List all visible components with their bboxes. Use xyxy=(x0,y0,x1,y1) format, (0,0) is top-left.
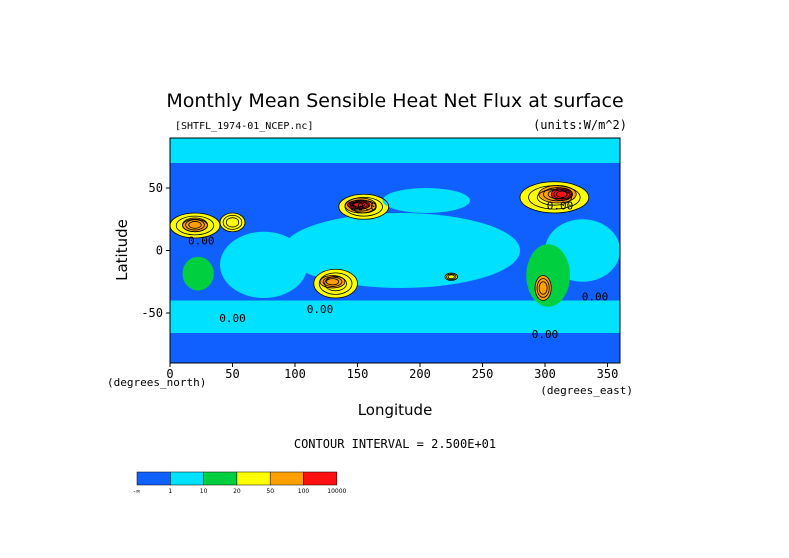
colorbar: -∞ 1 10 20 50 100 10000 xyxy=(133,471,347,495)
contour-label: 50.0 xyxy=(351,201,378,214)
contour-label: 0.00 xyxy=(582,291,609,304)
contour-south-america-core xyxy=(538,281,548,295)
colorbar-swatch xyxy=(136,471,171,486)
contour-arabia xyxy=(219,212,246,233)
colorbar-label: 10000 xyxy=(327,488,346,495)
region-indian-ocean xyxy=(220,231,308,298)
contour-gulf-stream-peak xyxy=(556,190,568,198)
contour-australia xyxy=(318,272,353,295)
contour-kuroshio xyxy=(338,193,390,220)
x-tick-label: 250 xyxy=(472,367,494,381)
region-pacific-tropics xyxy=(282,213,520,288)
contour-kuroshio-peak xyxy=(352,202,365,208)
x-tick-label: 150 xyxy=(347,367,369,381)
x-tick-label: 200 xyxy=(409,367,431,381)
contour-australia xyxy=(324,276,347,292)
contour-australia xyxy=(313,268,358,299)
contour-kuroshio-peak xyxy=(349,201,368,209)
contour-sahara-core xyxy=(182,217,208,233)
x-tick-label: 350 xyxy=(597,367,619,381)
colorbar-swatch xyxy=(269,471,304,486)
colorbar-swatch xyxy=(170,471,204,486)
y-axis-ticks: 50 0 -50 xyxy=(141,181,170,320)
colorbar-swatch xyxy=(203,471,238,486)
contour-gulf-stream-peak xyxy=(553,189,571,200)
x-tick-label: 100 xyxy=(284,367,306,381)
region-arctic-ocean xyxy=(170,138,620,163)
contour-kuroshio-core xyxy=(348,199,373,212)
contour-interval: CONTOUR INTERVAL = 2.500E+01 xyxy=(294,437,496,451)
contour-label: 0.00 xyxy=(188,234,215,247)
colorbar-label: 10 xyxy=(200,488,208,495)
region-arabia xyxy=(220,213,245,232)
contour-sahara-core xyxy=(185,219,205,231)
x-tick-label: 50 xyxy=(225,367,239,381)
colorbar-label: 20 xyxy=(233,488,241,495)
region-south-america-core xyxy=(535,275,552,301)
contour-kuroshio-peak xyxy=(347,200,371,210)
flux-field xyxy=(170,138,620,363)
contour-sahara xyxy=(175,215,215,236)
contour-kuroshio-core xyxy=(344,197,377,214)
x-axis-ticks: 0 50 100 150 200 250 300 350 xyxy=(166,363,618,381)
colorbar-label: 50 xyxy=(266,488,274,495)
colorbar-swatch xyxy=(236,471,271,486)
y-tick-label: 50 xyxy=(149,181,163,195)
contour-australia-core xyxy=(325,278,340,286)
contour-labels: 0.00 50.0 0.00 0.00 0.00 0.00 0.00 xyxy=(188,199,608,341)
contour-south-pacific-anticyclone xyxy=(447,274,455,280)
contour-gulf-stream-core xyxy=(543,187,572,202)
contour-arabia xyxy=(222,214,243,230)
y-tick-label: -50 xyxy=(141,306,163,320)
contour-gulf-stream-core xyxy=(538,185,577,204)
x-tick-label: 0 xyxy=(166,367,173,381)
colorbar-swatch xyxy=(303,471,338,486)
file-label: [SHTFL_1974-01_NCEP.nc] xyxy=(175,121,313,132)
chart-title: Monthly Mean Sensible Heat Net Flux at s… xyxy=(166,90,623,112)
contour-arabia xyxy=(225,217,240,228)
contour-south-pacific-anticyclone xyxy=(446,273,457,280)
colorbar-label: 100 xyxy=(298,488,310,495)
colorbar-label: 1 xyxy=(168,488,172,495)
contour-south-america-core xyxy=(534,275,552,301)
contour-label: 0.00 xyxy=(307,303,334,316)
colorbar-label: -∞ xyxy=(133,488,140,495)
x-unit-note: (degrees_east) xyxy=(540,384,633,397)
contour-label: 0.00 xyxy=(219,312,246,325)
y-axis-label: Latitude xyxy=(113,219,131,281)
units-label: (units:W/m^2) xyxy=(533,118,627,132)
contour-label: 0.00 xyxy=(532,328,559,341)
contour-sahara-core xyxy=(188,221,202,229)
contour-label: 0.00 xyxy=(547,199,574,212)
x-axis-label: Longitude xyxy=(358,401,433,419)
plot-area: 0.00 50.0 0.00 0.00 0.00 0.00 0.00 xyxy=(169,137,621,364)
x-tick-label: 300 xyxy=(534,367,556,381)
contour-south-pacific-anticyclone xyxy=(444,272,458,281)
contour-australia-core xyxy=(319,275,346,289)
y-unit-note: (degrees_north) xyxy=(107,376,206,389)
y-tick-label: 0 xyxy=(156,244,163,258)
contour-lines xyxy=(169,181,590,301)
contour-gulf-stream-peak xyxy=(550,187,573,201)
contour-gulf-stream xyxy=(519,181,590,214)
contour-australia-core xyxy=(322,276,343,287)
region-southern-africa xyxy=(182,256,214,291)
region-north-pacific-mid xyxy=(382,188,470,213)
contour-south-america-core xyxy=(536,278,550,298)
